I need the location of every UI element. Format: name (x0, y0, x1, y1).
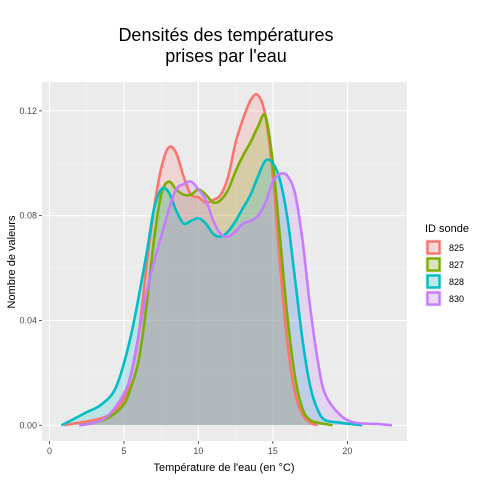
legend-label-825: 825 (449, 243, 464, 253)
y-tick-label: 0.00 (19, 420, 37, 430)
y-tick-label: 0.08 (19, 211, 37, 221)
legend-label-830: 830 (449, 294, 464, 304)
x-tick-label: 20 (342, 446, 352, 456)
y-tick-label: 0.04 (19, 315, 37, 325)
x-axis-title: Température de l'eau (en °C) (153, 462, 294, 474)
legend: ID sonde 825 827 828 830 (425, 223, 469, 307)
legend-label-828: 828 (449, 277, 464, 287)
chart-title-line-2: prises par l'eau (165, 46, 287, 66)
x-tick-label: 10 (193, 446, 203, 456)
legend-key-830 (428, 293, 440, 305)
x-tick-label: 0 (47, 446, 52, 456)
x-tick-label: 15 (268, 446, 278, 456)
legend-title: ID sonde (425, 223, 469, 235)
x-axis-ticks: 0 5 10 15 20 (47, 441, 352, 456)
legend-label-827: 827 (449, 260, 464, 270)
y-tick-label: 0.12 (19, 106, 37, 116)
x-tick-label: 5 (121, 446, 126, 456)
y-axis-title: Nombre de valeurs (6, 215, 18, 308)
legend-key-828 (428, 276, 440, 288)
y-axis-ticks: 0.00 0.04 0.08 0.12 (19, 106, 42, 430)
legend-key-825 (428, 242, 440, 254)
chart-title-line-1: Densités des températures (118, 25, 333, 45)
legend-key-827 (428, 259, 440, 271)
